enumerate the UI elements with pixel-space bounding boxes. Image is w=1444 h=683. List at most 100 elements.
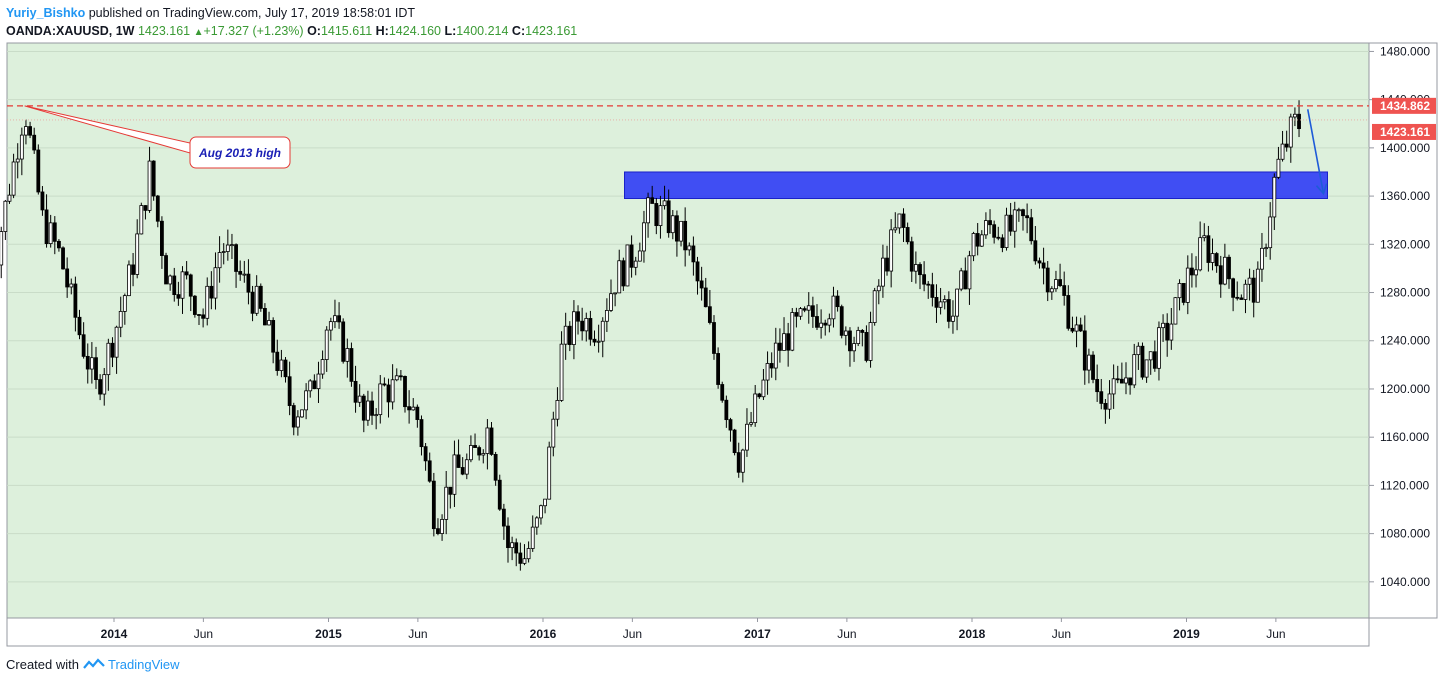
candle-body bbox=[860, 330, 865, 333]
candle-body bbox=[98, 379, 103, 395]
candle-body bbox=[753, 393, 758, 424]
price-tick-label: 1160.000 bbox=[1380, 430, 1429, 444]
candle-body bbox=[778, 342, 782, 351]
candle-body bbox=[469, 445, 473, 461]
candle-body bbox=[333, 315, 337, 323]
candle-body bbox=[959, 270, 964, 290]
candle-body bbox=[901, 213, 906, 228]
candle-body bbox=[118, 310, 123, 328]
candle-body bbox=[1095, 379, 1100, 393]
candle-body bbox=[1288, 116, 1293, 148]
symbol-label[interactable]: OANDA:XAUUSD, 1W bbox=[6, 24, 135, 38]
candle-body bbox=[1210, 253, 1215, 263]
candle-body bbox=[687, 245, 692, 251]
candle-body bbox=[394, 375, 399, 381]
time-tick-label: Jun bbox=[408, 627, 427, 641]
candle-body bbox=[790, 312, 795, 351]
candle-body bbox=[1157, 327, 1161, 369]
candle-body bbox=[102, 374, 107, 395]
candle-body bbox=[188, 274, 193, 297]
low-label: L: bbox=[444, 24, 457, 38]
candle-body bbox=[89, 357, 94, 370]
candle-body bbox=[1177, 283, 1182, 299]
candle-body bbox=[1190, 267, 1194, 276]
candle-body bbox=[0, 231, 4, 266]
candle-body bbox=[40, 191, 45, 211]
candle-body bbox=[1066, 295, 1071, 329]
candle-body bbox=[135, 233, 140, 275]
candle-body bbox=[699, 280, 704, 289]
candle-body bbox=[151, 160, 156, 197]
candle-body bbox=[913, 264, 918, 272]
candle-body bbox=[143, 205, 148, 211]
candle-body bbox=[316, 373, 321, 390]
candle-body bbox=[526, 548, 531, 560]
candle-body bbox=[1107, 393, 1112, 410]
drawings-layer: Aug 2013 high bbox=[7, 105, 1369, 196]
time-axis[interactable] bbox=[6, 617, 1370, 647]
publish-line: Yuriy_Bishko published on TradingView.co… bbox=[6, 4, 577, 22]
candle-body bbox=[242, 273, 247, 276]
price-tick-label: 1320.000 bbox=[1380, 237, 1430, 251]
candle-body bbox=[815, 316, 819, 328]
candle-body bbox=[172, 275, 177, 296]
candle-body bbox=[3, 200, 8, 232]
candle-body bbox=[73, 283, 78, 318]
candle-body bbox=[547, 446, 552, 500]
candle-body bbox=[456, 454, 461, 468]
candle-body bbox=[1136, 345, 1141, 356]
time-tick-label: Jun bbox=[837, 627, 856, 641]
candle-body bbox=[518, 552, 523, 564]
annotation-text: Aug 2013 high bbox=[198, 146, 281, 160]
candle-body bbox=[506, 525, 510, 549]
candle-body bbox=[1255, 268, 1260, 303]
candle-body bbox=[971, 233, 976, 257]
down-arrow-icon bbox=[1306, 109, 1325, 194]
candle-body bbox=[712, 322, 716, 354]
candle-body bbox=[872, 290, 877, 323]
candle-body bbox=[419, 419, 424, 448]
price-chart[interactable]: Aug 2013 high 1480.0001440.0001400.00013… bbox=[0, 0, 1444, 650]
candle-body bbox=[629, 244, 634, 268]
candle-body bbox=[275, 351, 280, 371]
candle-body bbox=[32, 134, 37, 151]
callout-joint bbox=[190, 142, 193, 154]
candle-body bbox=[36, 149, 41, 193]
candle-body bbox=[267, 320, 271, 326]
candle-body bbox=[1132, 354, 1137, 386]
candle-body bbox=[691, 245, 696, 263]
candle-body bbox=[481, 453, 486, 456]
candle-body bbox=[1218, 265, 1223, 285]
plot-area[interactable] bbox=[6, 42, 1370, 619]
candle-body bbox=[94, 357, 98, 380]
candle-body bbox=[996, 236, 1001, 239]
candle-body bbox=[250, 291, 255, 314]
candle-body bbox=[1247, 277, 1252, 285]
candle-body bbox=[881, 257, 885, 287]
price-tick-label: 1200.000 bbox=[1380, 382, 1430, 396]
zone-rect bbox=[624, 171, 1328, 200]
candle-body bbox=[427, 460, 432, 482]
footer: Created with TradingView bbox=[6, 657, 180, 672]
candle-body bbox=[918, 264, 922, 276]
candle-body bbox=[1206, 235, 1211, 263]
tradingview-link[interactable]: TradingView bbox=[108, 657, 180, 672]
candle-body bbox=[180, 271, 185, 299]
candle-body bbox=[15, 158, 20, 163]
candle-body bbox=[436, 528, 440, 534]
candle-body bbox=[1058, 279, 1062, 286]
candle-body bbox=[530, 526, 535, 549]
candle-body bbox=[85, 355, 90, 370]
candle-body bbox=[337, 315, 341, 323]
resistance-zone[interactable] bbox=[624, 171, 1328, 200]
candle-body bbox=[827, 318, 832, 326]
time-tick-label: 2019 bbox=[1173, 627, 1200, 641]
candle-body bbox=[1082, 330, 1087, 371]
price-tick-label: 1120.000 bbox=[1380, 478, 1429, 492]
candle-body bbox=[131, 264, 135, 275]
author-link[interactable]: Yuriy_Bishko bbox=[6, 6, 86, 20]
candle-body bbox=[155, 195, 160, 222]
candle-body bbox=[1276, 158, 1281, 178]
candle-body bbox=[1029, 217, 1034, 242]
candle-body bbox=[1140, 345, 1145, 378]
